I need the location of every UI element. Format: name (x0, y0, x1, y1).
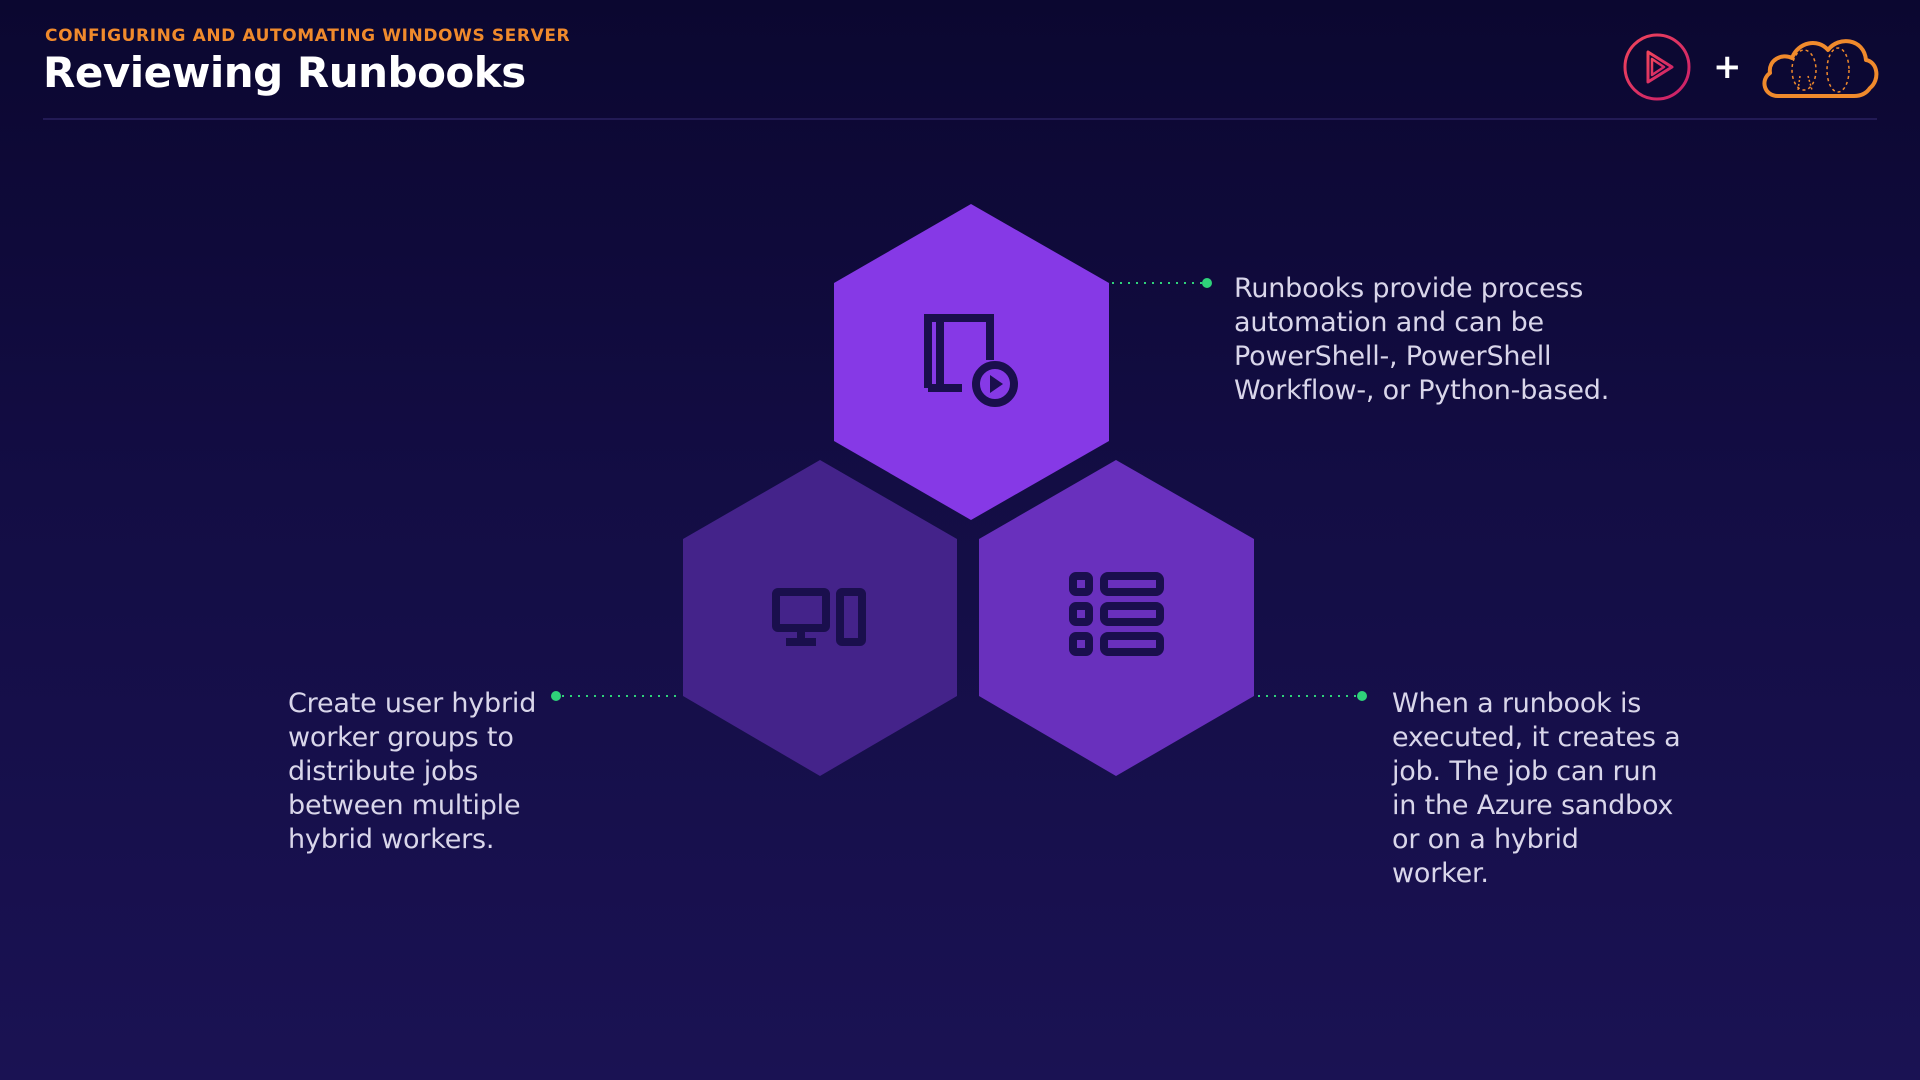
left-hexagon (683, 460, 957, 776)
runbook-play-icon (924, 314, 1018, 407)
job-list-icon (1069, 572, 1164, 656)
top-hexagon (834, 204, 1109, 520)
callout-runbooks-description: Runbooks provide process automation and … (1234, 273, 1610, 406)
page-title: Reviewing Runbooks (43, 48, 526, 97)
callout-hybrid-worker-groups: Create user hybrid worker groups to dist… (288, 688, 537, 855)
pluralsight-logo-icon (1623, 33, 1691, 101)
plus-sign: + (1713, 47, 1742, 87)
connector-right-dot (1357, 691, 1367, 701)
cloud-logo-icon (1762, 39, 1879, 98)
course-eyebrow: CONFIGURING AND AUTOMATING WINDOWS SERVE… (45, 26, 571, 46)
connector-left-dot (551, 691, 561, 701)
connector-top-dot (1202, 278, 1212, 288)
computer-server-icon (772, 588, 866, 646)
header-divider (43, 118, 1877, 120)
callout-job-execution: When a runbook is executed, it creates a… (1392, 688, 1681, 889)
